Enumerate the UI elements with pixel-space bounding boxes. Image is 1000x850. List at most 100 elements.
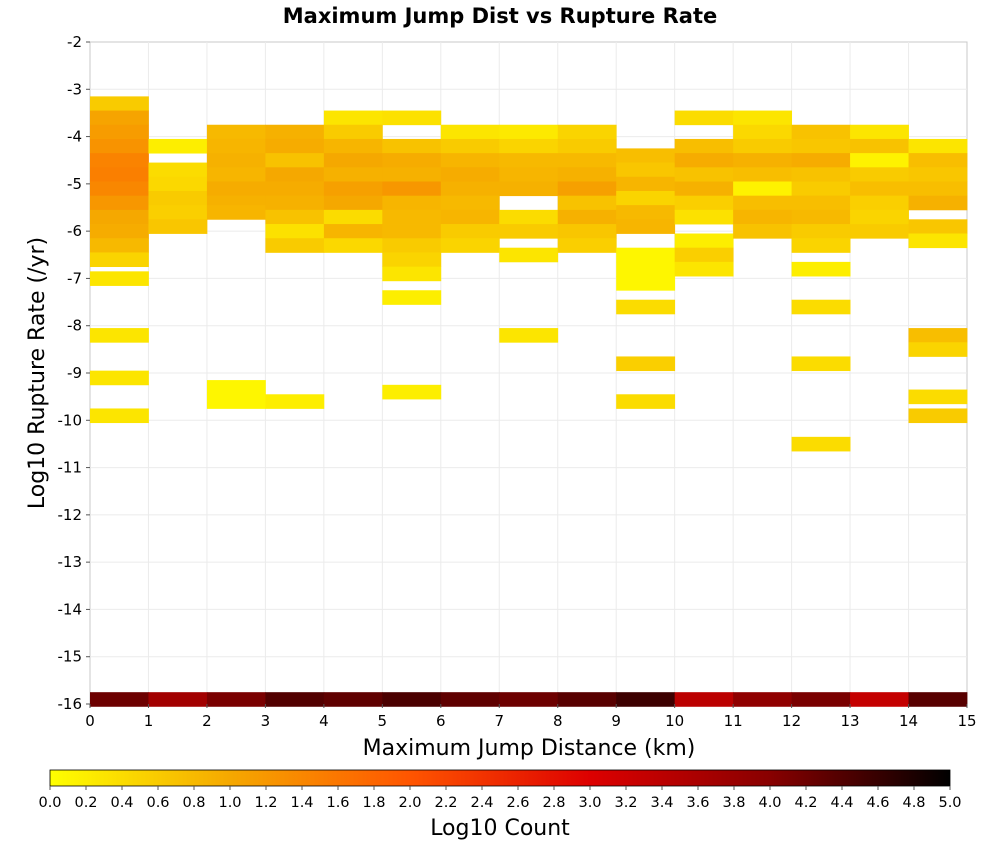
heatmap-cell (674, 110, 734, 126)
heatmap-cell (850, 224, 909, 239)
heatmap-cell (557, 209, 617, 225)
heatmap-cell (206, 394, 266, 409)
x-tick-label: 0 (85, 712, 95, 730)
x-tick-label: 13 (841, 712, 860, 730)
heatmap-cell (323, 167, 383, 182)
heatmap-cell (674, 153, 734, 168)
heatmap-cell (674, 247, 734, 263)
heatmap-cell (382, 110, 442, 126)
heatmap-cell (908, 167, 968, 182)
heatmap-cell (499, 209, 559, 225)
heatmap-cell (908, 408, 968, 424)
heatmap-cell (499, 224, 559, 239)
heatmap-cell (90, 370, 149, 386)
heatmap-cell (323, 153, 383, 168)
heatmap-cell (674, 195, 734, 211)
heatmap-cell (557, 181, 617, 197)
x-axis-ticks: 0 1 2 3 4 5 6 7 8 9 10 11 12 13 14 15 (85, 704, 977, 730)
x-tick-label: 2 (202, 712, 212, 730)
x-tick-label: 3 (261, 712, 271, 730)
heatmap-cell (499, 153, 559, 168)
heatmap-cell (850, 138, 909, 154)
heatmap-cell (557, 167, 617, 182)
heatmap-cell (557, 153, 617, 168)
heatmap-cell (206, 153, 266, 168)
heatmap-cell (206, 167, 266, 182)
colorbar-tick-label: 4.2 (794, 795, 817, 811)
heatmap-cell (206, 138, 266, 154)
heatmap-cell (733, 224, 792, 239)
heatmap-cell (557, 138, 617, 154)
y-tick-label: -10 (58, 411, 83, 429)
heatmap-cell (674, 261, 734, 277)
heatmap-cell (499, 247, 559, 263)
colorbar-tick-label: 0.2 (74, 795, 97, 811)
colorbar-ticks: 0.0 0.2 0.4 0.6 0.8 1.0 1.2 1.4 1.6 1.8 2.0 2.2 2.4 2… (38, 786, 962, 811)
heatmap-cell (850, 124, 909, 140)
y-axis-label: Log10 Rupture Rate (/yr) (25, 237, 50, 509)
x-tick-label: 4 (319, 712, 329, 730)
heatmap-cell (850, 167, 909, 182)
colorbar-tick-label: 3.6 (686, 795, 709, 811)
heatmap-cell (148, 162, 208, 178)
colorbar-label: Log10 Count (430, 816, 570, 841)
heatmap-cell (323, 209, 383, 225)
heatmap-cell (323, 224, 383, 239)
heatmap-cell (733, 124, 792, 140)
heatmap-cell (90, 167, 149, 182)
heatmap-cell (206, 692, 266, 707)
heatmap-cell (382, 138, 442, 154)
heatmap-cell (850, 195, 909, 211)
colorbar (49, 769, 951, 787)
y-tick-label: -11 (58, 459, 83, 477)
heatmap-cell (557, 195, 617, 211)
heatmap-cell (382, 252, 442, 268)
x-tick-label: 9 (611, 712, 621, 730)
heatmap-cell (733, 167, 792, 182)
heatmap-cell (440, 238, 500, 253)
heatmap-cell (90, 195, 149, 211)
colorbar-tick-label: 2.0 (398, 795, 421, 811)
colorbar-tick-label: 0.4 (110, 795, 133, 811)
heatmap-cell (90, 328, 149, 343)
heatmap-cell (382, 238, 442, 253)
heatmap-cell (908, 153, 968, 168)
y-tick-label: -4 (67, 128, 82, 146)
colorbar-tick-label: 4.0 (758, 795, 781, 811)
heatmap-cell (733, 195, 792, 211)
heatmap-cell (908, 342, 968, 357)
heatmap-cell (908, 219, 968, 234)
heatmap-cell (557, 692, 617, 707)
heatmap-cell (791, 195, 851, 211)
heatmap-cell (440, 224, 500, 239)
heatmap-cell (323, 238, 383, 253)
heatmap-cell (90, 224, 149, 239)
heatmap-cell (791, 224, 851, 239)
heatmap-cell (791, 181, 851, 197)
heatmap-cell (674, 138, 734, 154)
colorbar-tick-label: 1.4 (290, 795, 313, 811)
heatmap-cell (733, 110, 792, 126)
heatmap-cell (791, 299, 851, 315)
heatmap-cell (791, 261, 851, 277)
heatmap-cell (90, 110, 149, 126)
heatmap-cell (323, 195, 383, 211)
heatmap-cell (733, 181, 792, 197)
heatmap-cell (616, 299, 676, 315)
x-axis-label: Maximum Jump Distance (km) (363, 736, 696, 761)
heatmap-cell (616, 176, 676, 192)
y-tick-label: -15 (58, 648, 83, 666)
chart-title: Maximum Jump Dist vs Rupture Rate (283, 4, 717, 28)
heatmap-cell (323, 110, 383, 126)
y-tick-label: -14 (58, 600, 83, 618)
heatmap-cell (791, 692, 851, 707)
heatmap-cell (791, 209, 851, 225)
heatmap-cell (206, 181, 266, 197)
colorbar-tick-label: 4.8 (902, 795, 925, 811)
heatmap-cell (499, 124, 559, 140)
x-tick-label: 11 (724, 712, 743, 730)
heatmap-cell (499, 181, 559, 197)
heatmap-cell (616, 247, 676, 263)
heatmap-cell (791, 167, 851, 182)
y-tick-label: -13 (58, 553, 83, 571)
